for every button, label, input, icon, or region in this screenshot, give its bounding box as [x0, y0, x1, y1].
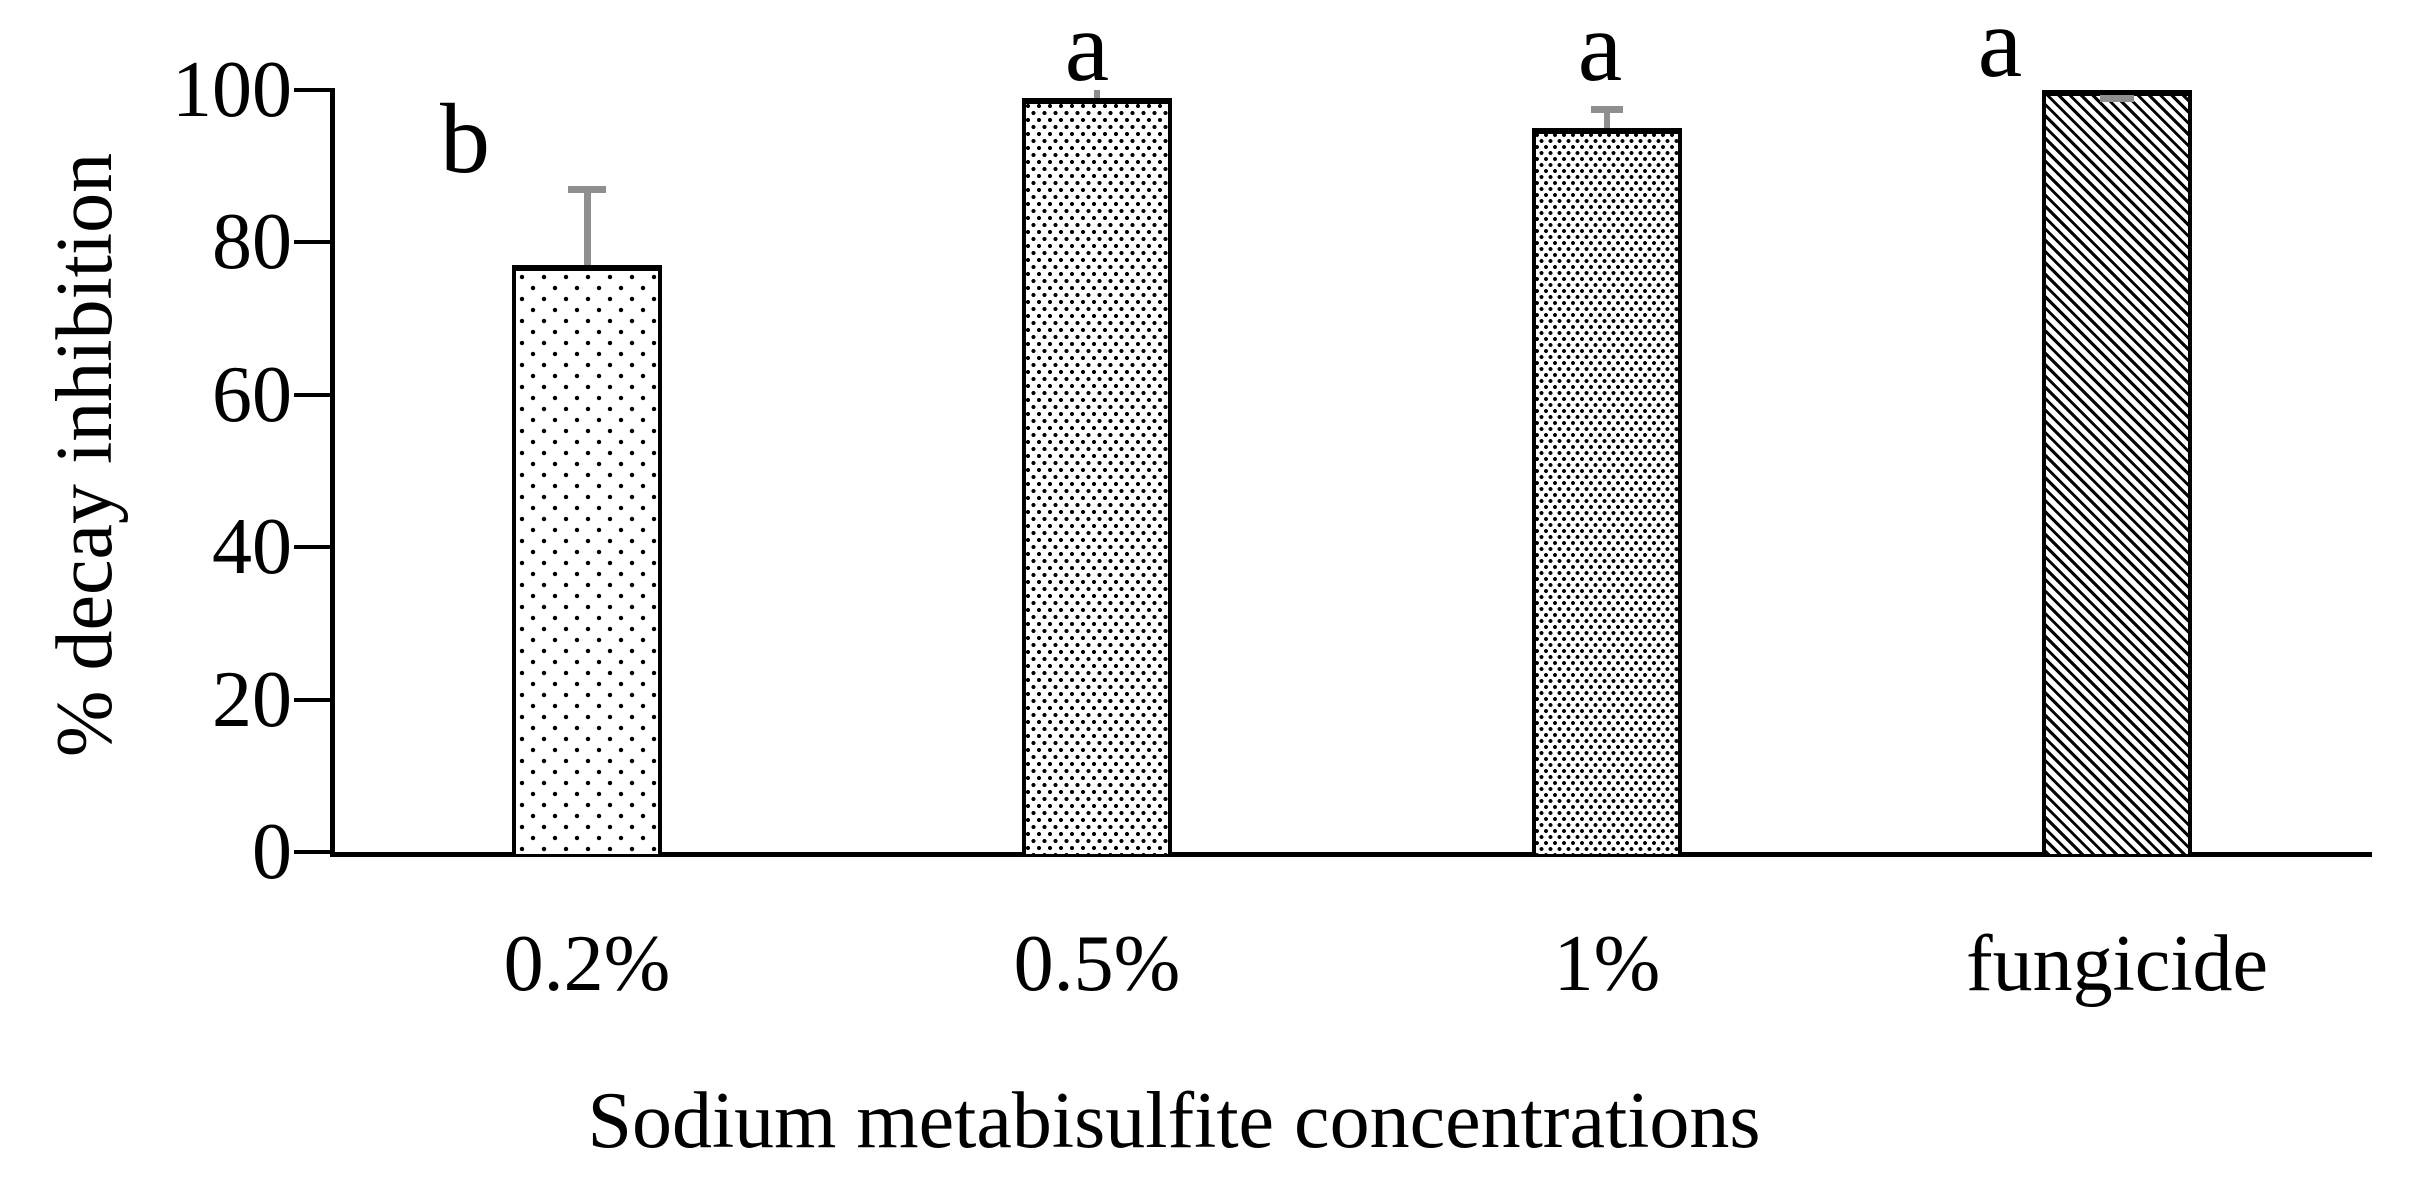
x-tick-label-1%: 1% [1553, 920, 1661, 1008]
error-bar-cap [2100, 95, 2134, 103]
y-tick-mark [294, 392, 330, 397]
x-tick-label-0.2%: 0.2% [503, 920, 671, 1008]
significance-letter: b [440, 83, 490, 194]
x-tick-label-0.5%: 0.5% [1013, 920, 1181, 1008]
y-tick-mark [294, 545, 330, 550]
y-axis-line [330, 88, 335, 857]
x-axis-title: Sodium metabisulfite concentrations [587, 1077, 1761, 1165]
y-tick-label: 80 [212, 198, 292, 287]
bar-1% [1532, 128, 1682, 854]
significance-letter: a [1977, 0, 2023, 98]
x-axis-line [330, 852, 2372, 857]
y-tick-label: 20 [212, 655, 292, 744]
significance-letter: a [1577, 0, 1623, 102]
bar-0.5% [1022, 97, 1172, 854]
y-tick-mark [294, 88, 330, 92]
error-bar-whisker [1094, 90, 1100, 98]
error-bar-cap [568, 186, 606, 194]
y-tick-mark [294, 240, 330, 245]
y-tick-label: 40 [212, 503, 292, 592]
y-tick-label: 100 [172, 46, 292, 134]
y-tick-mark [294, 850, 330, 854]
error-bar-cap [1591, 106, 1623, 114]
error-bar-whisker [1604, 109, 1610, 129]
x-tick-label-fungicide: fungicide [1965, 920, 2269, 1008]
error-bar-whisker [583, 189, 591, 266]
y-tick-label: 0 [252, 808, 292, 896]
bar-fungicide [2042, 90, 2192, 854]
y-tick-label: 60 [212, 350, 292, 439]
significance-letter: a [1064, 0, 1110, 102]
bar-0.2% [512, 265, 662, 854]
y-tick-mark [294, 697, 330, 702]
